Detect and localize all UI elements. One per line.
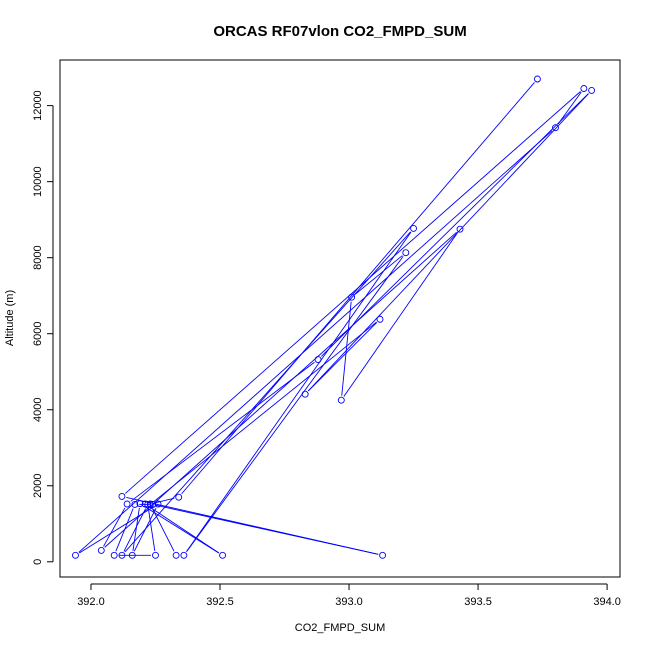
y-tick-label: 8000 <box>32 245 44 269</box>
data-point <box>146 500 154 508</box>
data-point <box>72 551 79 559</box>
x-tick-label: 394.0 <box>593 596 621 608</box>
data-point <box>533 75 541 83</box>
data-point <box>337 396 345 404</box>
data-point <box>456 225 464 233</box>
data-point <box>118 492 126 500</box>
series-segment <box>153 321 377 502</box>
x-axis-label: CO2_FMPD_SUM <box>295 622 385 634</box>
series-segment <box>125 91 581 494</box>
y-tick-label: 10000 <box>32 166 44 197</box>
series-segment <box>132 508 140 551</box>
data-point <box>118 551 126 559</box>
series-segment <box>341 301 352 396</box>
series-segment <box>78 130 553 553</box>
data-point <box>588 86 596 94</box>
x-tick-label: 392.0 <box>77 596 105 608</box>
data-point <box>180 551 188 559</box>
data-point <box>136 500 144 508</box>
data-point <box>580 85 588 92</box>
data-point <box>552 124 559 132</box>
data-point <box>149 500 157 508</box>
data-point <box>402 249 410 257</box>
y-tick-label: 12000 <box>32 90 44 121</box>
data-point <box>348 293 356 301</box>
data-point <box>144 500 152 508</box>
data-point <box>123 500 131 508</box>
series-segment <box>130 361 315 502</box>
data-point <box>379 551 387 559</box>
data-point <box>154 500 162 508</box>
series-segment <box>126 496 379 555</box>
data-point <box>301 390 309 398</box>
series-points <box>72 75 596 559</box>
x-axis: 392.0 392.5 393.0 393.5 394.0 <box>77 583 621 608</box>
data-point <box>219 551 227 559</box>
data-point <box>410 224 417 232</box>
series-segment <box>154 497 175 504</box>
series-segment <box>143 505 220 554</box>
y-tick-label: 6000 <box>32 321 44 345</box>
series-segment <box>186 256 404 552</box>
y-tick-label: 0 <box>32 559 44 565</box>
series-segment <box>557 91 582 125</box>
data-point <box>314 356 322 364</box>
series-segment <box>151 508 175 552</box>
series-segment <box>104 231 457 548</box>
series-segment <box>308 322 378 392</box>
x-tick-label: 392.5 <box>206 596 234 608</box>
series-segment <box>307 93 589 392</box>
data-point <box>175 493 183 501</box>
series-segment <box>123 508 147 552</box>
plot-frame <box>59 59 621 578</box>
series-segment <box>147 508 156 551</box>
data-point <box>152 551 159 559</box>
x-tick-label: 393.0 <box>335 596 363 608</box>
data-point <box>376 315 384 323</box>
series-segment <box>148 506 220 554</box>
chart-title: ORCAS RF07vlon CO2_FMPD_SUM <box>213 23 466 40</box>
data-point <box>141 500 149 508</box>
data-point <box>97 546 105 554</box>
data-point <box>131 500 139 508</box>
x-tick-label: 393.5 <box>464 596 492 608</box>
y-tick-label: 4000 <box>32 397 44 421</box>
y-axis: 0 2000 4000 6000 8000 10000 12000 <box>32 90 54 565</box>
series-segment <box>186 231 412 552</box>
series-segment <box>103 507 126 547</box>
data-point <box>128 551 136 559</box>
series-segment <box>343 232 458 397</box>
series-segment <box>320 93 589 357</box>
data-point <box>172 551 180 559</box>
series-segment <box>124 231 411 553</box>
series-segment <box>354 255 403 295</box>
series-lines <box>78 82 589 556</box>
y-axis-label: Altitude (m) <box>4 290 16 346</box>
data-point <box>110 551 118 559</box>
y-tick-label: 2000 <box>32 474 44 498</box>
